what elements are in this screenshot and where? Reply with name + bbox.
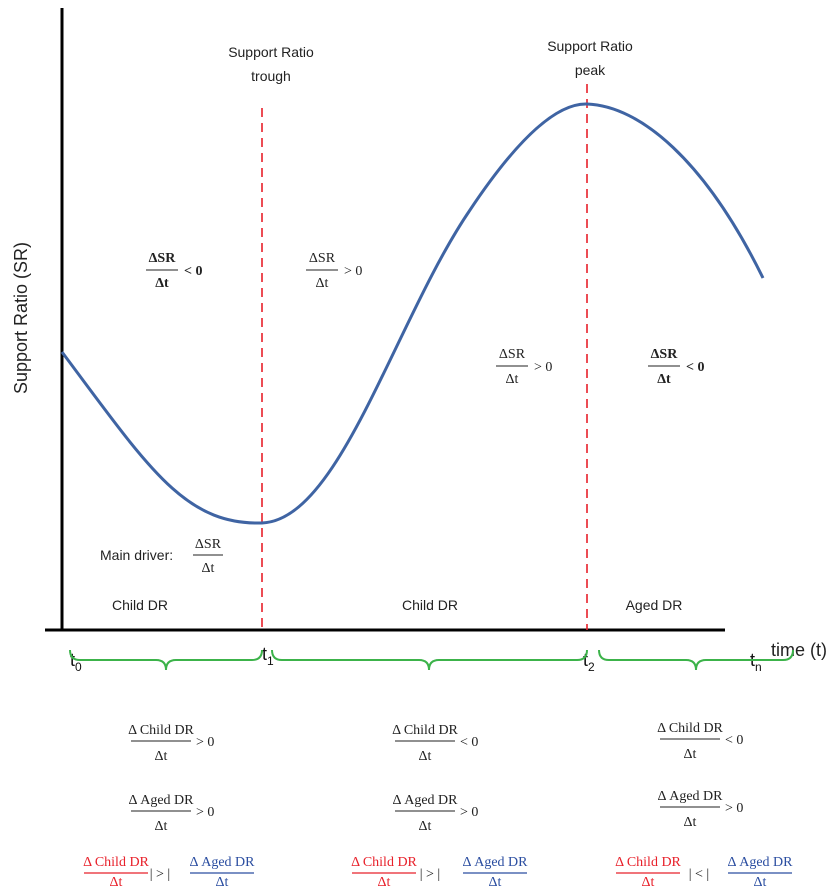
svg-text:Main driver:: Main driver: xyxy=(100,547,173,563)
svg-text:| > |: | > | xyxy=(420,867,441,882)
svg-text:Δ Child DR: Δ Child DR xyxy=(615,855,681,870)
slope-label-phase3: ΔSR Δt < 0 xyxy=(648,347,704,387)
svg-text:Δt: Δt xyxy=(642,875,655,886)
svg-text:Δt: Δt xyxy=(489,875,502,886)
main-driver-label: Main driver: ΔSR Δt xyxy=(100,537,223,576)
svg-text:ΔSR: ΔSR xyxy=(651,347,679,362)
svg-text:| < |: | < | xyxy=(689,867,710,882)
svg-text:Δ Aged DR: Δ Aged DR xyxy=(657,789,723,804)
svg-text:< 0: < 0 xyxy=(725,733,743,748)
svg-text:Δt: Δt xyxy=(684,747,697,762)
svg-text:Δ Aged DR: Δ Aged DR xyxy=(128,793,194,808)
condition-aged-phase2: Δ Aged DR Δt > 0 xyxy=(392,793,478,834)
svg-text:> 0: > 0 xyxy=(344,264,362,279)
svg-text:> 0: > 0 xyxy=(460,805,478,820)
svg-text:Δ Aged DR: Δ Aged DR xyxy=(727,855,793,870)
svg-text:Δ Child DR: Δ Child DR xyxy=(128,723,194,738)
svg-text:Δt: Δt xyxy=(754,875,767,886)
svg-text:Δt: Δt xyxy=(110,875,123,886)
condition-child-phase2: Δ Child DR Δt < 0 xyxy=(392,723,478,764)
slope-label-phase1: ΔSR Δt < 0 xyxy=(146,251,202,291)
comparison-phase1: Δ Child DR Δt | > | Δ Aged DR Δt xyxy=(83,855,255,886)
svg-text:Δ Aged DR: Δ Aged DR xyxy=(462,855,528,870)
y-axis-label: Support Ratio (SR) xyxy=(11,242,31,394)
peak-label-line2: peak xyxy=(575,62,606,78)
brace-phase3 xyxy=(598,649,794,671)
svg-text:Δt: Δt xyxy=(419,749,432,764)
svg-text:> 0: > 0 xyxy=(196,735,214,750)
svg-text:> 0: > 0 xyxy=(196,805,214,820)
x-axis-label: time (t) xyxy=(771,640,827,660)
condition-child-phase1: Δ Child DR Δt > 0 xyxy=(128,723,214,764)
svg-text:> 0: > 0 xyxy=(725,801,743,816)
brace-phase2 xyxy=(271,649,588,671)
comparison-phase2: Δ Child DR Δt | > | Δ Aged DR Δt xyxy=(351,855,528,886)
svg-text:Δt: Δt xyxy=(155,749,168,764)
svg-text:Δt: Δt xyxy=(155,819,168,834)
svg-text:Δt: Δt xyxy=(684,815,697,830)
condition-aged-phase1: Δ Aged DR Δt > 0 xyxy=(128,793,214,834)
svg-text:Δt: Δt xyxy=(202,561,215,576)
svg-text:< 0: < 0 xyxy=(460,735,478,750)
time-label-t2: t2 xyxy=(583,650,595,674)
svg-text:Δt: Δt xyxy=(216,875,229,886)
slope-label-phase2a: ΔSR Δt > 0 xyxy=(306,251,362,291)
svg-text:< 0: < 0 xyxy=(686,360,704,375)
svg-text:Δ Child DR: Δ Child DR xyxy=(83,855,149,870)
svg-text:ΔSR: ΔSR xyxy=(149,251,177,266)
brace-phase1 xyxy=(69,649,263,671)
time-label-tn: tn xyxy=(750,650,762,674)
trough-label-line1: Support Ratio xyxy=(228,44,314,60)
trough-label-line2: trough xyxy=(251,68,291,84)
condition-child-phase3: Δ Child DR Δt < 0 xyxy=(657,721,743,762)
time-label-t1: t1 xyxy=(262,644,274,668)
svg-text:ΔSR: ΔSR xyxy=(499,347,526,362)
svg-text:Δ Child DR: Δ Child DR xyxy=(351,855,417,870)
slope-label-phase2b: ΔSR Δt > 0 xyxy=(496,347,552,387)
svg-text:Δt: Δt xyxy=(316,276,329,291)
peak-label-line1: Support Ratio xyxy=(547,38,633,54)
svg-text:Δ Child DR: Δ Child DR xyxy=(657,721,723,736)
comparison-phase3: Δ Child DR Δt | < | Δ Aged DR Δt xyxy=(615,855,793,886)
time-label-t0: t0 xyxy=(70,650,82,674)
svg-text:| > |: | > | xyxy=(150,867,171,882)
support-ratio-curve xyxy=(60,102,765,525)
svg-text:> 0: > 0 xyxy=(534,360,552,375)
svg-text:ΔSR: ΔSR xyxy=(309,251,336,266)
phase2-driver: Child DR xyxy=(402,597,458,613)
svg-text:Δt: Δt xyxy=(155,276,169,291)
svg-text:Δt: Δt xyxy=(657,372,671,387)
svg-text:< 0: < 0 xyxy=(184,264,202,279)
svg-text:ΔSR: ΔSR xyxy=(195,537,222,552)
phase3-driver: Aged DR xyxy=(626,597,683,613)
svg-text:Δt: Δt xyxy=(419,819,432,834)
svg-text:Δ Aged DR: Δ Aged DR xyxy=(392,793,458,808)
condition-aged-phase3: Δ Aged DR Δt > 0 xyxy=(657,789,743,830)
svg-text:Δ Child DR: Δ Child DR xyxy=(392,723,458,738)
phase1-driver: Child DR xyxy=(112,597,168,613)
svg-text:Δt: Δt xyxy=(506,372,519,387)
svg-text:Δ Aged DR: Δ Aged DR xyxy=(189,855,255,870)
svg-text:Δt: Δt xyxy=(378,875,391,886)
